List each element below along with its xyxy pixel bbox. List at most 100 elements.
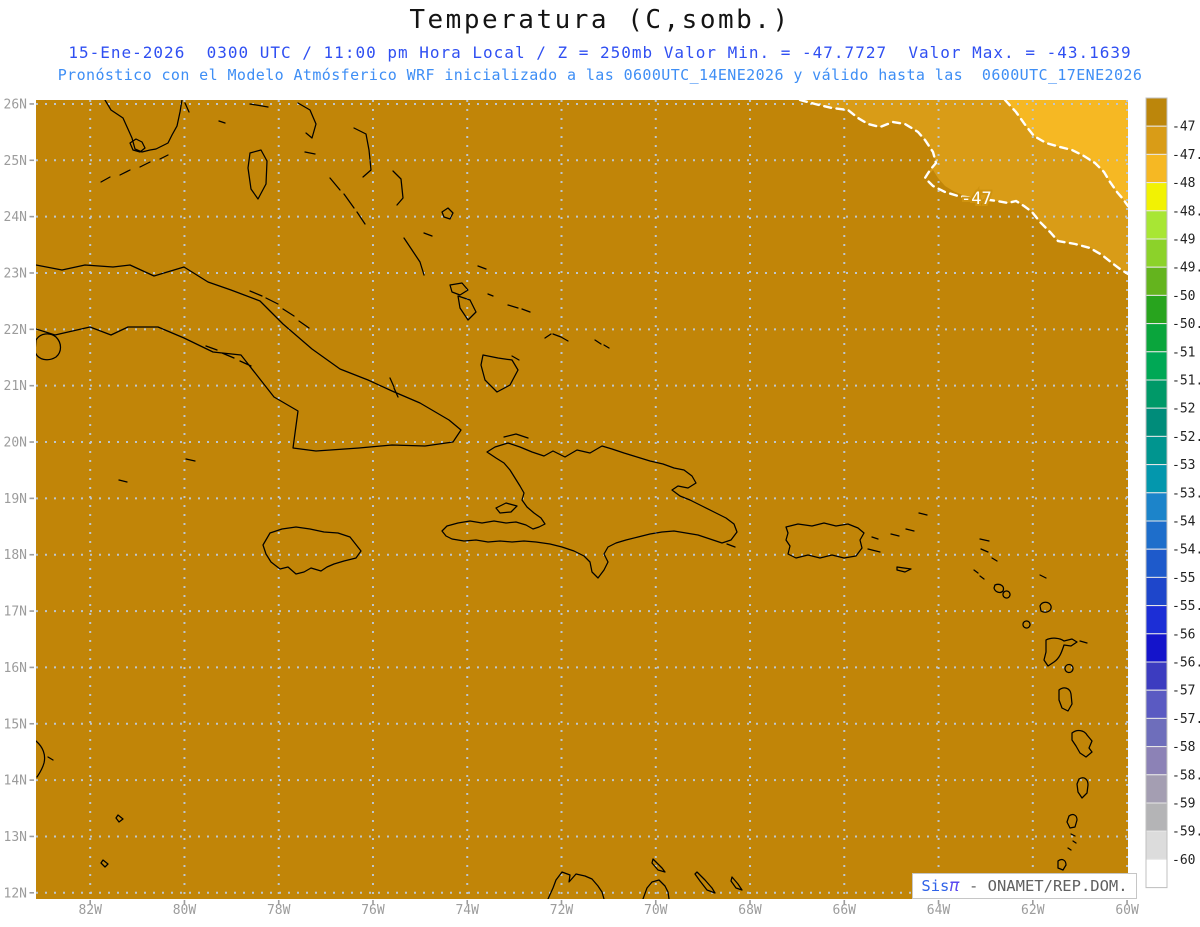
lon-axis-tick [560,900,563,905]
lon-axis-label: 76W [361,903,385,918]
colorbar-swatch [1145,266,1168,296]
colorbar-swatch [1145,351,1168,381]
colorbar-tick-label: -56.5 [1172,656,1200,671]
lat-axis-tick [29,159,34,162]
lon-axis-tick [372,900,374,905]
lat-axis-label: 12N [4,886,27,901]
coast-cuba [36,264,462,452]
colorbar-tick-label: -55 [1172,571,1195,586]
lat-axis-tick [29,779,34,781]
colorbar-tick-label: -54.5 [1172,543,1200,558]
lat-axis-label: 23N [4,266,27,281]
colorbar-tick-label: -53 [1172,458,1195,473]
coast-antilles-north [973,538,1052,629]
colorbar-tick-label: -48.5 [1172,204,1200,219]
gridlines [36,100,1128,899]
colorbar-tick-label: -56 [1172,627,1195,642]
lat-axis-label: 24N [4,210,27,225]
lon-axis-tick [1126,900,1128,905]
contour-label-47: -47 [961,189,992,209]
lat-axis-tick [29,384,34,387]
colorbar-tick-label: -58.5 [1172,768,1200,783]
colorbar-swatch [1145,379,1168,409]
colorbar-swatch [1145,689,1168,719]
lon-axis-label: 80W [173,903,197,918]
colorbar-swatch [1145,323,1168,353]
colorbar-swatch [1145,407,1168,437]
axis-labels: 26N 25N 24N 23N 22N 21N 20N 19N 18N 17N 16N 15N 14N 1… [4,97,1139,918]
colorbar-swatch [1145,858,1168,889]
colorbar: -47 -47.5 -48 -48.5 -49 -49.5 -50 -50.5 -51 -51.5… [1145,97,1200,889]
lat-axis-tick [29,328,34,331]
lon-axis-tick [937,900,940,905]
lat-axis-label: 21N [4,379,27,394]
subtitle-datetime: 15-Ene-2026 0300 UTC / 11:00 pm Hora Loc… [68,43,1132,62]
lat-axis-label: 14N [4,774,27,789]
lat-axis-label: 15N [4,717,27,732]
lon-axis-tick [277,900,280,905]
colorbar-tick-label: -59 [1172,797,1195,812]
lat-axis-label: 25N [4,154,27,169]
colorbar-tick-label: -49.5 [1172,261,1200,276]
colorbar-tick-label: -58 [1172,740,1195,755]
colorbar-tick-label: -50 [1172,289,1195,304]
colorbar-tick-label: -55.5 [1172,599,1200,614]
coast-central-america [36,740,124,868]
colorbar-tick-label: -53.5 [1172,486,1200,501]
lat-axis-label: 20N [4,436,27,451]
lat-axis-tick [29,103,34,105]
lat-axis-label: 17N [4,605,27,620]
lat-axis-label: 16N [4,661,27,676]
lat-axis-tick [29,835,34,838]
lat-axis-tick [29,441,34,443]
colorbar-swatch [1145,802,1168,832]
branding-app-name: Sis [921,877,950,895]
lat-axis-tick [29,610,34,612]
lon-axis-tick [654,900,657,905]
lat-axis-label: 13N [4,830,27,845]
lat-axis-tick [29,272,34,274]
colorbar-swatch [1145,774,1168,804]
branding-pi-logo: π [949,876,960,896]
lat-axis-label: 18N [4,548,27,563]
colorbar-tick-label: -57.5 [1172,712,1200,727]
subtitle-model: Pronóstico con el Modelo Atmósferico WRF… [57,66,1143,84]
colorbar-swatch [1145,746,1168,776]
colorbar-tick-label: -51 [1172,345,1195,360]
colorbar-swatch [1145,210,1168,240]
lon-axis-label: 60W [1115,903,1139,918]
lat-axis-label: 19N [4,492,27,507]
lat-axis-label: 22N [4,323,27,338]
lat-axis-label: 26N [4,97,27,112]
colorbar-swatch [1145,830,1168,860]
colorbar-swatch [1145,661,1168,691]
colorbar-swatch [1145,182,1168,212]
temp-field-base [36,100,1128,899]
colorbar-tick-label: -51.5 [1172,374,1200,389]
lon-axis-label: 72W [550,903,574,918]
lon-axis-tick [466,900,469,905]
lon-axis-tick [89,900,91,905]
lat-axis-tick [29,215,34,218]
lat-axis-tick [29,497,34,500]
colorbar-swatch [1145,464,1168,494]
lon-axis-label: 70W [644,903,668,918]
colorbar-swatch [1145,153,1168,184]
colorbar-tick-label: -60 [1172,853,1195,868]
lon-axis-label: 74W [455,903,479,918]
coastlines [36,100,1093,899]
colorbar-tick-label: -52 [1172,402,1195,417]
lon-axis-label: 82W [78,903,102,918]
colorbar-tick-label: -54 [1172,515,1196,530]
colorbar-tick-label: -47 [1172,120,1195,135]
lon-axis-label: 64W [927,903,951,918]
lat-axis-tick [29,553,34,556]
lon-axis-label: 62W [1021,903,1045,918]
coast-antilles-south [1043,637,1093,871]
colorbar-frame [1145,97,1168,889]
coast-isla-juventud [36,333,62,361]
lon-axis-tick [843,900,846,905]
colorbar-tick-label: -52.5 [1172,430,1200,445]
colorbar-swatch [1145,633,1168,663]
coast-hispaniola [441,433,738,579]
